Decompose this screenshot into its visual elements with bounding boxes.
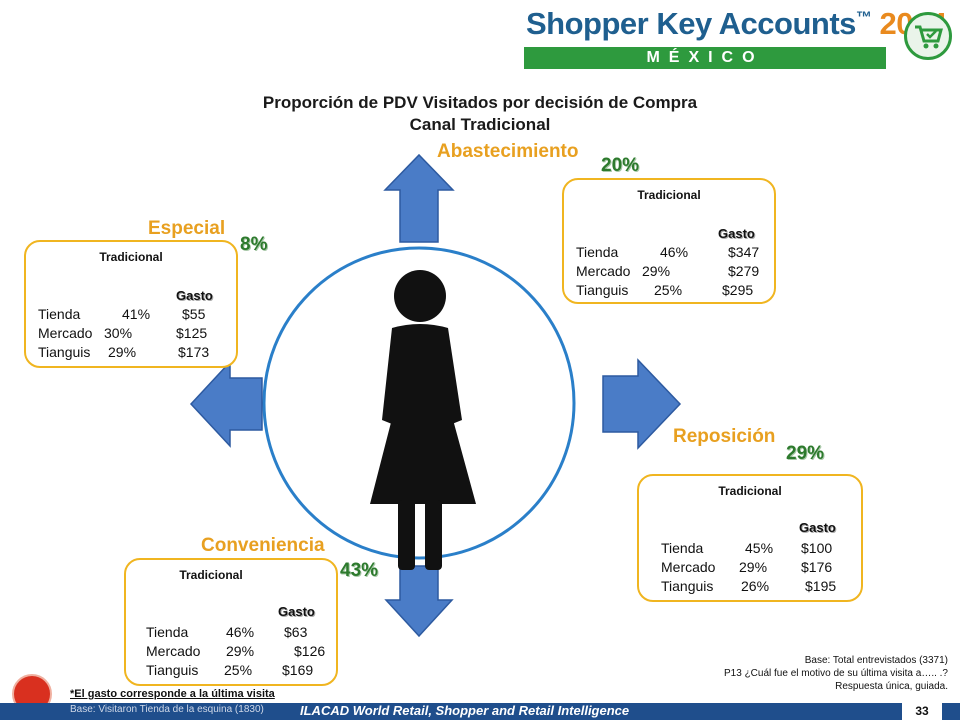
category-pct-especial: 8% <box>240 234 268 255</box>
brand-title: Shopper Key Accounts™ 2014 <box>526 6 947 42</box>
category-label-abastecimiento: Abastecimiento <box>437 141 579 162</box>
footer-org: ILACAD World Retail, Shopper and Retail … <box>300 703 630 718</box>
cart-logo-icon <box>904 12 952 60</box>
page-number: 33 <box>902 702 942 720</box>
category-label-reposicion: Reposición <box>673 426 776 447</box>
category-label-conveniencia: Conveniencia <box>201 535 325 556</box>
woman-figure-icon <box>370 270 476 570</box>
footer-bar <box>0 703 960 720</box>
gasto-header: Gasto <box>718 226 755 241</box>
brand-country: MÉXICO <box>524 47 886 69</box>
diagram-title: Proporción de PDV Visitados por decisión… <box>262 93 698 134</box>
center-circle <box>262 246 576 560</box>
category-pct-conveniencia: 43% <box>340 560 379 581</box>
base-left-note: Base: Visitaron Tienda de la esquina (18… <box>70 704 264 715</box>
box-header: Tradicional <box>99 250 163 264</box>
info-box-abastecimiento: Tradicional Gasto Tienda 46% $347 Mercado 2… <box>562 178 776 304</box>
brand-header: Shopper Key Accounts™ 2014 MÉXICO <box>520 6 947 69</box>
box-header: Tradicional <box>637 188 701 202</box>
category-pct-abastecimiento: 20% <box>601 155 640 176</box>
arrow-left <box>189 360 263 448</box>
gasto-header: Gasto <box>278 604 315 619</box>
box-header: Tradicional <box>718 484 782 498</box>
category-pct-reposicion: 29% <box>786 443 825 464</box>
info-box-reposicion: Tradicional Gasto Tienda 45% $100 Mercado 2… <box>637 474 863 602</box>
category-label-especial: Especial <box>148 218 226 239</box>
arrow-down <box>384 565 454 638</box>
arrow-right <box>602 358 682 450</box>
info-box-conveniencia: Tradicional Gasto Tienda 46% $63 Mercado 29… <box>124 558 338 686</box>
gasto-header: Gasto <box>799 520 836 535</box>
base-notes: Base: Total entrevistados (3371) P13 ¿Cu… <box>724 655 948 692</box>
info-box-especial: Tradicional Gasto Tienda 41% $55 Mercado 30… <box>24 240 238 368</box>
gasto-note: *El gasto corresponde a la última visita <box>70 688 275 700</box>
gasto-header: Gasto <box>176 288 213 303</box>
box-header: Tradicional <box>179 568 243 582</box>
arrow-up <box>383 153 455 243</box>
